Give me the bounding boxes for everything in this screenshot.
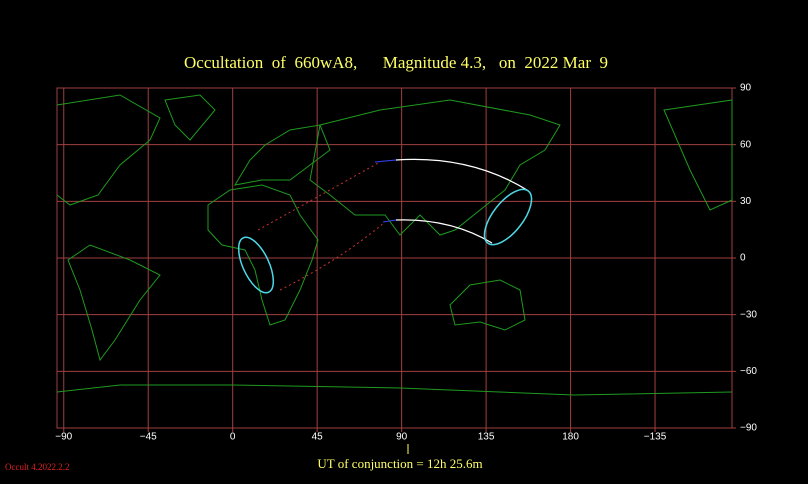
version-label: Occult 4.2022.2.2: [5, 462, 70, 472]
conjunction-time: UT of conjunction = 12h 25.6m: [317, 456, 482, 471]
x-tick-label: 0: [230, 432, 236, 443]
coastline: [449, 279, 526, 331]
y-tick-label: 90: [740, 83, 752, 94]
title: Occultation of 660wA8, Magnitude 4.3, on…: [184, 53, 608, 72]
coastline: [67, 244, 161, 362]
y-tick-label: −30: [740, 309, 757, 320]
x-tick-label: −135: [644, 432, 667, 443]
x-tick-label: 45: [312, 432, 324, 443]
x-tick-label: 180: [562, 432, 579, 443]
y-tick-label: −60: [740, 366, 757, 377]
occultation-path: [237, 158, 533, 294]
x-tick-label: −45: [140, 432, 157, 443]
y-tick-label: 30: [740, 196, 752, 207]
path-limit-twilight: [382, 219, 397, 223]
coastline: [207, 184, 319, 326]
path-limit-dotted: [257, 161, 381, 231]
path-limit-twilight: [374, 159, 397, 163]
y-tick-label: 60: [740, 139, 752, 150]
coastline: [164, 94, 216, 141]
x-tick-label: 135: [478, 432, 495, 443]
coastline: [56, 94, 161, 206]
coastline: [234, 124, 331, 186]
coastline: [663, 99, 733, 211]
x-tick-label: 90: [396, 432, 408, 443]
path-limit: [395, 158, 528, 191]
rise-set-ellipse: [483, 188, 533, 246]
rise-set-ellipse: [237, 236, 275, 294]
path-limit: [395, 219, 493, 244]
y-tick-label: −90: [740, 423, 757, 434]
x-tick-label: −90: [55, 432, 72, 443]
y-tick-label: 0: [740, 253, 746, 264]
coastlines: [56, 94, 733, 396]
coastline: [309, 99, 561, 236]
grid: [56, 87, 736, 432]
coastline: [56, 384, 733, 396]
